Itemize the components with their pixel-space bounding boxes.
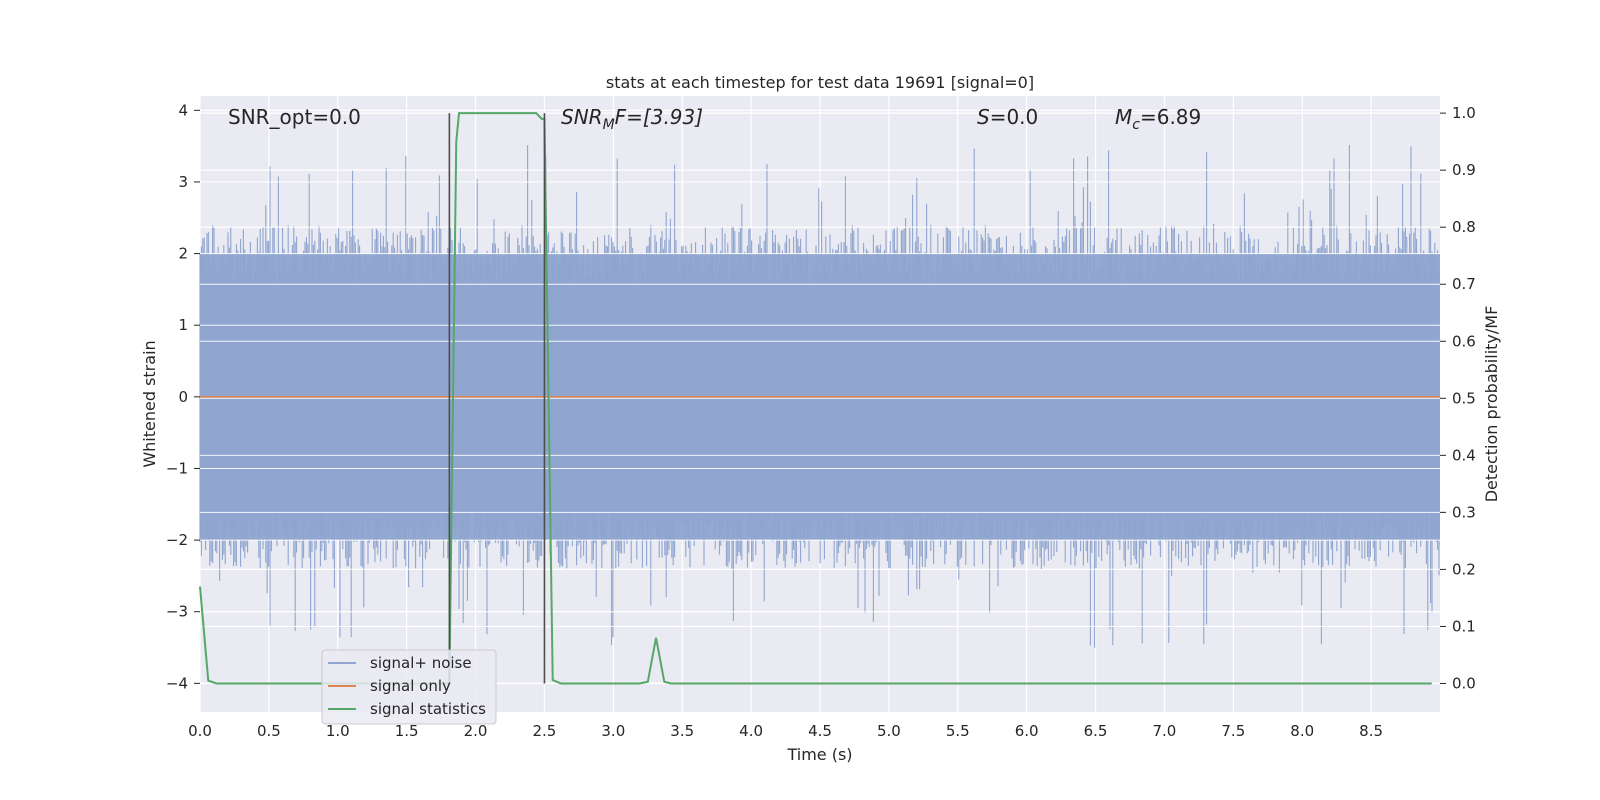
axis-ticks: 0.0 0.5 1.0 1.5 2.0 2.5 3.0 3.5 4.0 4.5 5.0 5.5 6.0 6…	[166, 101, 1476, 740]
legend: signal+ noise signal only signal statist…	[321, 649, 497, 725]
y-tick-label: −3	[166, 603, 188, 621]
annotation-mc-base: M	[1115, 105, 1132, 129]
annotation-snr-mf-rest: F=[3.93]	[615, 105, 703, 129]
legend-label-signal-only: signal only	[370, 677, 451, 695]
y-tick-label: 3	[178, 173, 188, 191]
annotation-s-stat-rest: =0.0	[990, 105, 1039, 129]
y-right-tick-label: 0.7	[1452, 275, 1476, 293]
y-tick-label: −2	[166, 531, 188, 549]
y-right-tick-label: 0.0	[1452, 674, 1476, 692]
annotation-snr-opt: SNR_opt=0.0	[228, 105, 361, 129]
x-tick-label: 1.5	[395, 722, 419, 740]
y-right-tick-label: 0.2	[1452, 560, 1476, 578]
x-tick-label: 0.0	[188, 722, 212, 740]
x-tick-label: 2.5	[533, 722, 557, 740]
legend-label-signal-noise: signal+ noise	[370, 654, 472, 672]
x-tick-label: 4.0	[739, 722, 763, 740]
x-tick-label: 7.0	[1153, 722, 1177, 740]
y-right-tick-label: 0.4	[1452, 446, 1476, 464]
x-tick-label: 7.5	[1221, 722, 1245, 740]
x-tick-label: 6.0	[1015, 722, 1039, 740]
annotation-snr-mf-base: SNR	[561, 105, 603, 129]
x-tick-label: 0.5	[257, 722, 281, 740]
y-tick-label: −4	[166, 674, 188, 692]
x-tick-label: 2.0	[464, 722, 488, 740]
y-right-tick-label: 0.9	[1452, 161, 1476, 179]
y-tick-label: 2	[178, 245, 188, 263]
chart-title: stats at each timestep for test data 196…	[606, 73, 1034, 92]
y-right-tick-label: 0.6	[1452, 332, 1476, 350]
y-right-tick-label: 0.5	[1452, 389, 1476, 407]
x-tick-label: 3.5	[670, 722, 694, 740]
legend-box	[321, 649, 497, 725]
x-tick-label: 4.5	[808, 722, 832, 740]
y-tick-label: 0	[178, 388, 188, 406]
x-tick-label: 8.5	[1359, 722, 1383, 740]
annotation-snr-mf: SNRMF=[3.93]	[561, 105, 703, 133]
x-tick-label: 5.5	[946, 722, 970, 740]
x-tick-label: 6.5	[1084, 722, 1108, 740]
y-right-tick-label: 0.8	[1452, 218, 1476, 236]
legend-label-signal-statistics: signal statistics	[370, 700, 486, 718]
annotation-snr-mf-sub: M	[603, 117, 615, 133]
y-tick-label: 4	[178, 101, 188, 119]
annotation-mc-sub: c	[1132, 117, 1140, 133]
y-right-axis-label: Detection probability/MF	[1482, 306, 1501, 503]
grid-overlay	[200, 109, 1440, 684]
annotation-s-stat: S=0.0	[977, 105, 1038, 129]
y-axis-label: Whitened strain	[140, 340, 159, 467]
y-right-tick-label: 1.0	[1452, 104, 1476, 122]
y-right-tick-label: 0.3	[1452, 503, 1476, 521]
event-markers	[448, 113, 546, 684]
x-tick-label: 3.0	[601, 722, 625, 740]
y-tick-label: 1	[178, 316, 188, 334]
annotation-mc: Mc=6.89	[1115, 105, 1201, 133]
x-tick-label: 1.0	[326, 722, 350, 740]
annotation-s-stat-var: S	[977, 105, 990, 129]
x-tick-label: 5.0	[877, 722, 901, 740]
x-tick-label: 8.0	[1290, 722, 1314, 740]
x-axis-label: Time (s)	[786, 745, 852, 764]
annotation-mc-rest: =6.89	[1140, 105, 1201, 129]
y-right-tick-label: 0.1	[1452, 617, 1476, 635]
y-tick-label: −1	[166, 459, 188, 477]
